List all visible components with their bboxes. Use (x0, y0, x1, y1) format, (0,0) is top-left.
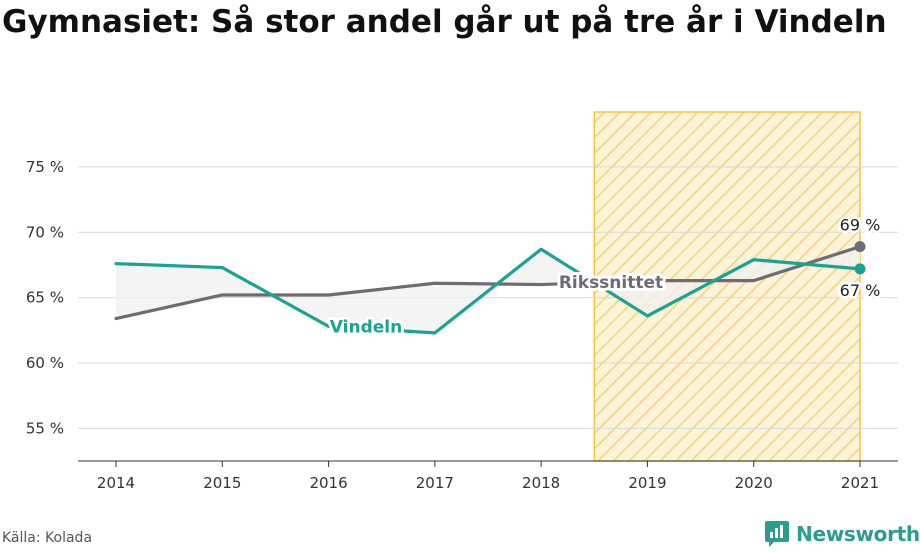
y-tick-label: 55 % (26, 419, 64, 437)
x-tick-label: 2016 (309, 474, 347, 492)
x-tick-label: 2020 (735, 474, 773, 492)
newsworthy-logo: Newsworthy (764, 519, 920, 549)
end-point-vindeln (854, 263, 866, 275)
series-line-rikssnittet (114, 245, 862, 321)
y-tick-label: 60 % (26, 354, 64, 372)
end-label-rikssnittet: 69 % (840, 216, 881, 235)
x-tick-label: 2019 (628, 474, 666, 492)
series-label-vindeln: Vindeln (330, 317, 402, 337)
x-tick-label: 2021 (841, 474, 879, 492)
y-tick-label: 70 % (26, 223, 64, 241)
x-tick-label: 2014 (97, 474, 135, 492)
end-label-vindeln: 67 % (840, 281, 881, 300)
series-line-vindeln (114, 247, 862, 335)
brand-name: Newsworthy (796, 522, 920, 546)
y-tick-label: 65 % (26, 289, 64, 307)
end-point-rikssnittet (854, 241, 866, 253)
x-tick-label: 2017 (416, 474, 454, 492)
bar-chart-bubble-icon (765, 521, 789, 547)
y-tick-label: 75 % (26, 158, 64, 176)
x-tick-label: 2018 (522, 474, 560, 492)
chart-title: Gymnasiet: Så stor andel går ut på tre å… (2, 4, 887, 40)
source-note: Källa: Kolada (2, 530, 93, 546)
series-label-rikssnittet: Rikssnittet (559, 273, 663, 293)
x-tick-label: 2015 (203, 474, 241, 492)
